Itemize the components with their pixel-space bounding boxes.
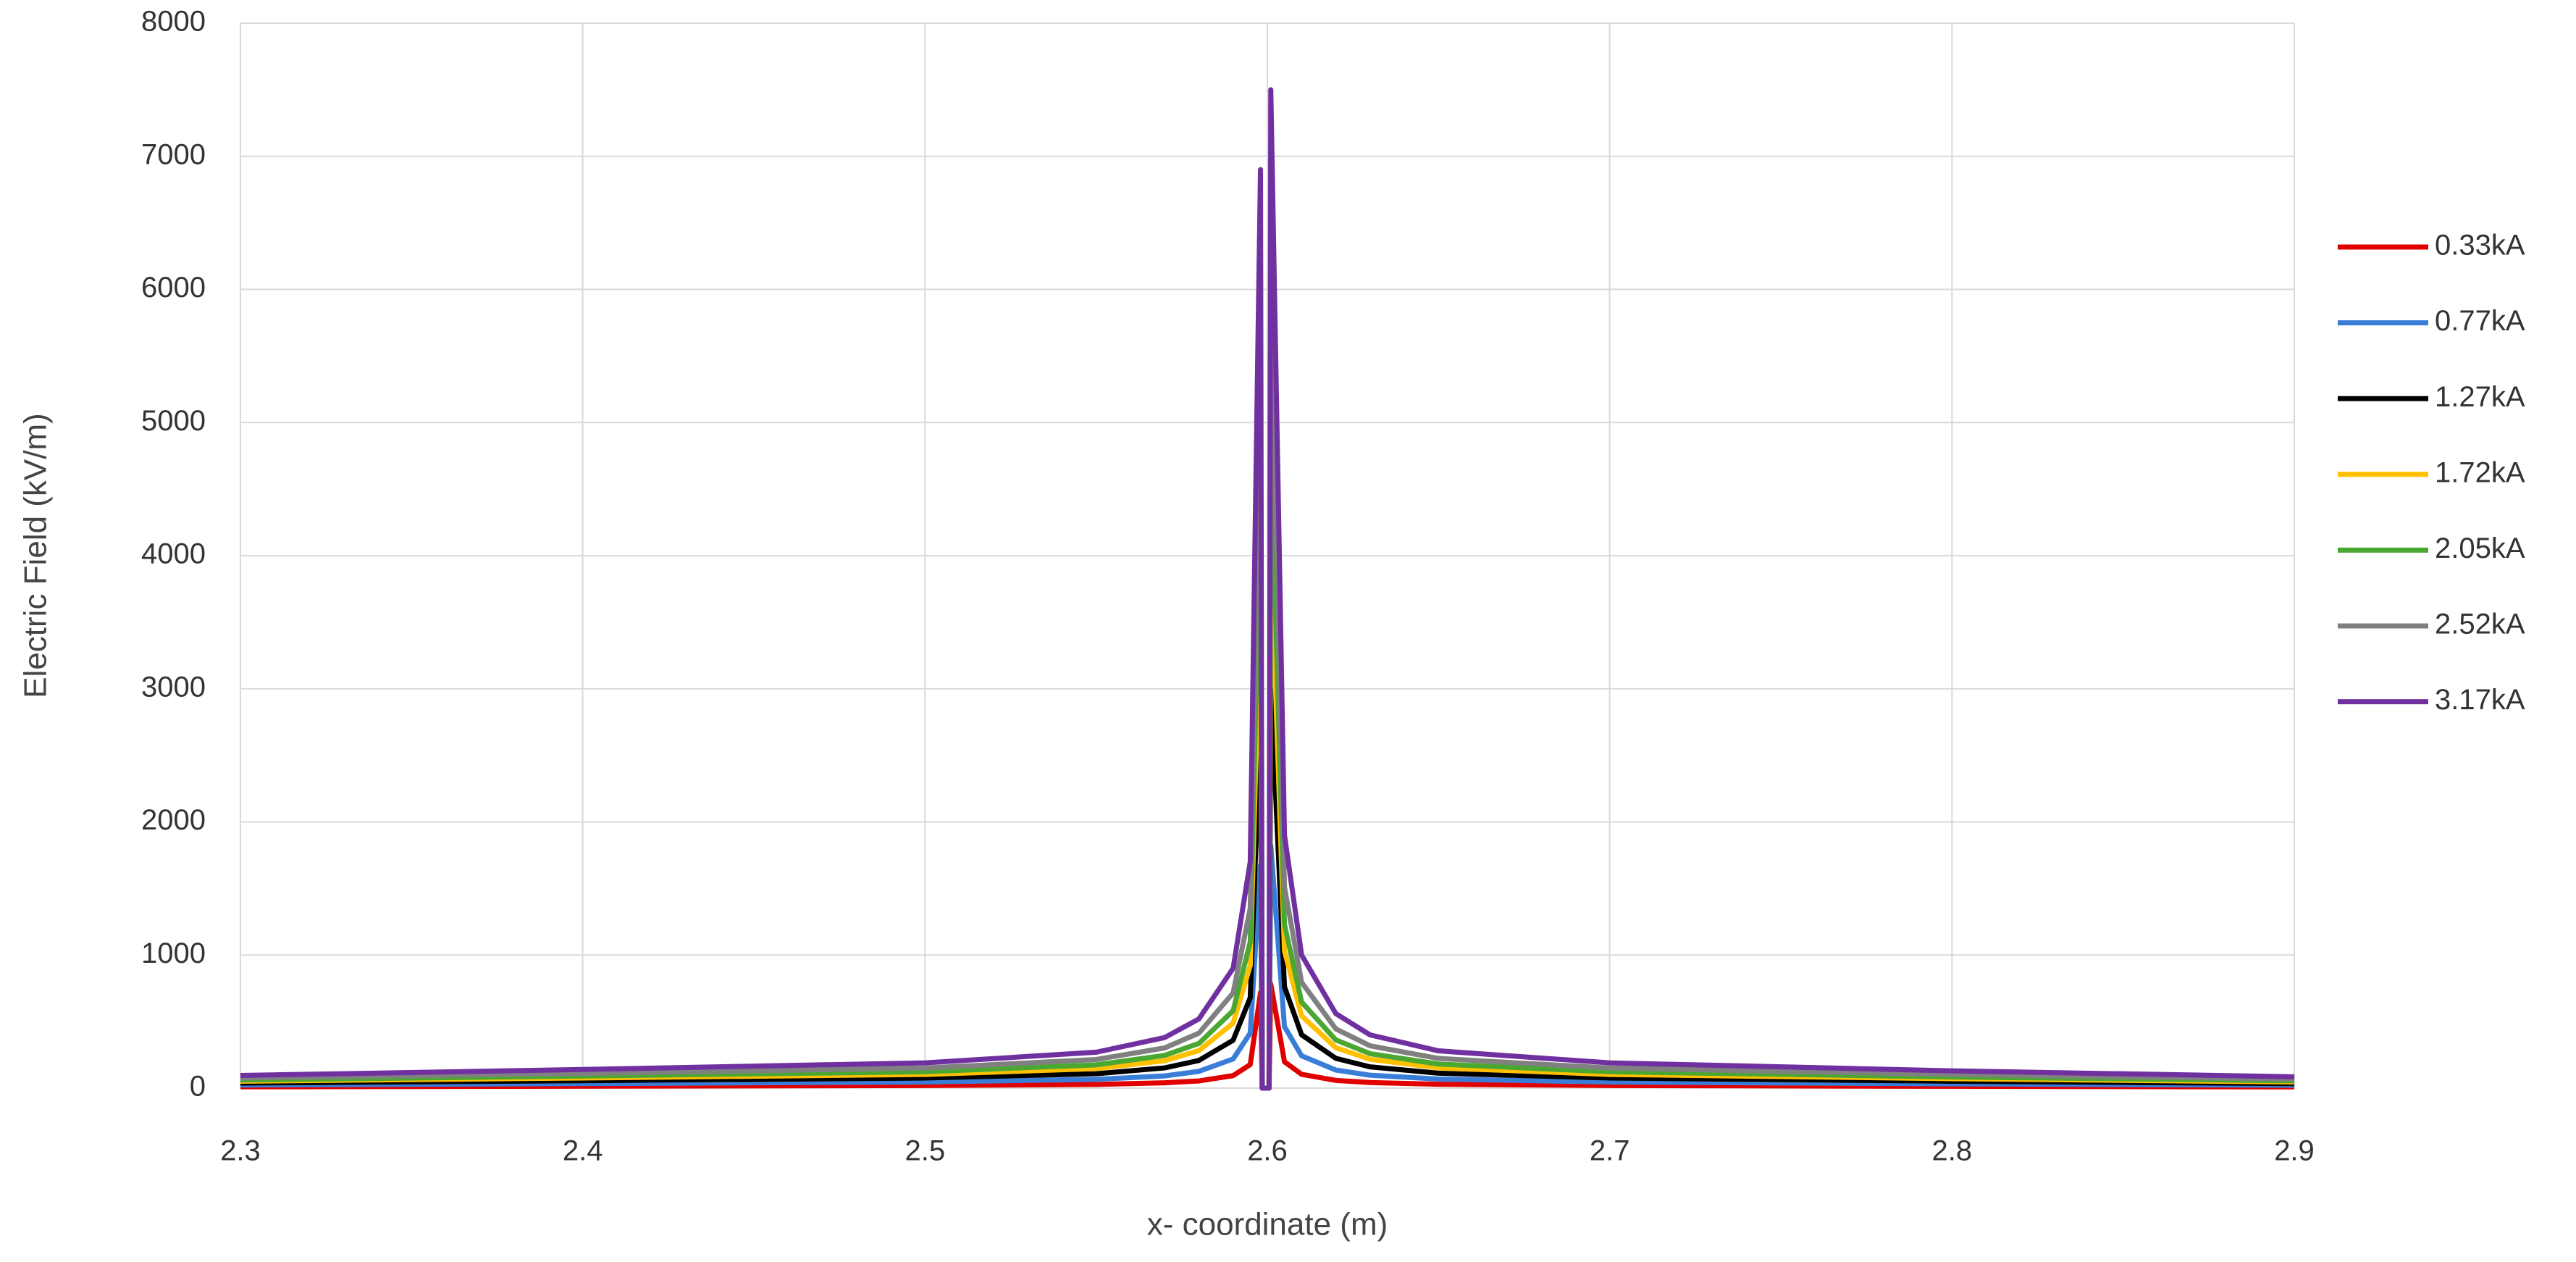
y-tick-label: 4000 [141,538,206,570]
legend-label: 0.33kA [2435,230,2525,262]
y-axis-title: Electric Field (kV/m) [18,413,54,698]
legend-label: 1.27kA [2435,381,2525,413]
y-tick-label: 2000 [141,804,206,836]
x-tick-label: 2.8 [1932,1135,1973,1167]
legend-label: 2.52kA [2435,609,2525,640]
y-tick-label: 3000 [141,671,206,703]
x-tick-label: 2.5 [905,1135,946,1167]
legend-label: 3.17kA [2435,684,2525,716]
series-line [240,87,2295,1091]
x-tick-label: 2.3 [220,1135,261,1167]
x-tick-label: 2.6 [1247,1135,1288,1167]
legend-label: 1.72kA [2435,456,2525,488]
legend-label: 2.05kA [2435,532,2525,564]
y-tick-label: 8000 [141,6,206,38]
y-tick-label: 5000 [141,405,206,437]
x-axis-title: x- coordinate (m) [1147,1207,1388,1242]
y-tick-label: 0 [190,1071,206,1103]
x-tick-label: 2.4 [563,1135,603,1167]
x-tick-label: 2.7 [1590,1135,1630,1167]
y-tick-label: 1000 [141,937,206,969]
legend-label: 0.77kA [2435,305,2525,337]
y-tick-label: 7000 [141,138,206,170]
x-tick-label: 2.9 [2274,1135,2315,1167]
y-tick-label: 6000 [141,272,206,304]
